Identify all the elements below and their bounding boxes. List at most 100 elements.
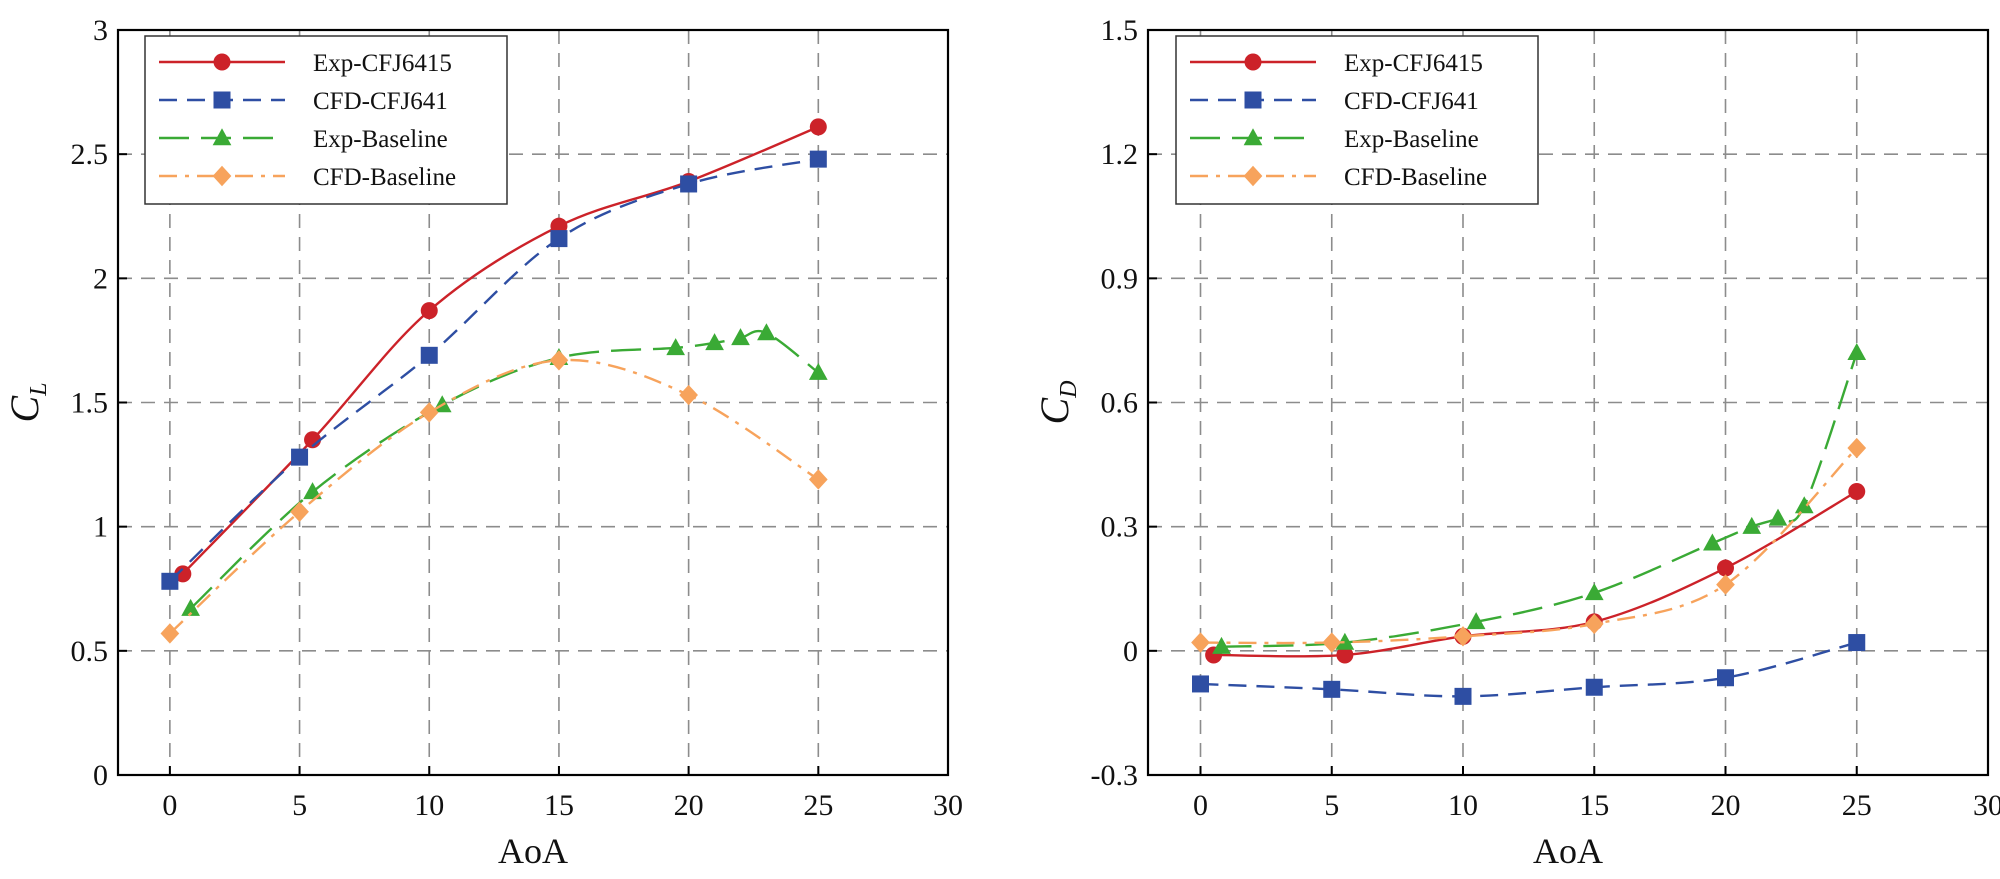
data-point (549, 350, 569, 371)
data-point (160, 623, 180, 644)
legend-label: CFD-CFJ641 (1344, 88, 1479, 115)
series-Exp-CFJ6415 (1205, 482, 1866, 664)
data-point (291, 448, 309, 466)
y-tick-label: 1.5 (1101, 14, 1139, 47)
y-tick-label: 0.9 (1101, 262, 1139, 295)
x-axis-label: AoA (1533, 831, 1603, 871)
x-tick-label: 30 (933, 789, 963, 822)
data-point (420, 302, 438, 320)
data-point (174, 565, 192, 583)
data-point (1703, 533, 1722, 551)
x-tick-label: 15 (1579, 789, 1609, 822)
data-point (1212, 636, 1231, 654)
x-tick-label: 10 (1448, 789, 1478, 822)
x-tick-label: 30 (1973, 789, 2000, 822)
data-point (1847, 437, 1867, 459)
x-tick-label: 20 (674, 789, 704, 822)
y-tick-label: 0.5 (71, 635, 109, 668)
legend-label: Exp-Baseline (1344, 126, 1479, 153)
legend-swatch-marker (213, 91, 231, 109)
data-point (161, 572, 179, 590)
x-tick-label: 0 (1193, 789, 1208, 822)
data-point (1453, 626, 1473, 647)
data-point (1335, 632, 1355, 650)
legend-swatch-marker (1244, 53, 1262, 71)
data-point (809, 118, 827, 136)
data-point (1848, 482, 1866, 500)
legend-label: CFD-Baseline (313, 164, 456, 191)
data-point (1768, 508, 1788, 526)
series-Exp-Baseline (181, 323, 828, 616)
x-axis-label: AoA (498, 831, 568, 871)
data-point (808, 362, 828, 380)
data-point (1585, 678, 1603, 696)
data-point (1192, 675, 1209, 693)
legend-swatch-marker (1244, 91, 1262, 109)
data-point (809, 150, 827, 168)
legend-label: Exp-CFJ6415 (1344, 50, 1483, 77)
x-tick-label: 25 (1842, 789, 1872, 822)
y-tick-label: 0.6 (1101, 387, 1139, 420)
x-tick-label: 5 (292, 789, 307, 822)
data-point (680, 175, 698, 193)
data-point (1584, 583, 1604, 601)
x-tick-label: 15 (544, 789, 574, 822)
y-axis-label: CD (1032, 380, 1082, 424)
x-tick-label: 5 (1324, 789, 1339, 822)
legend-label: Exp-Baseline (313, 126, 448, 153)
data-point (1716, 574, 1735, 595)
data-point (419, 402, 439, 423)
data-point (1336, 646, 1354, 664)
x-tick-label: 20 (1711, 789, 1741, 822)
legend-swatch-marker (213, 53, 231, 71)
data-point (181, 598, 200, 616)
data-point (550, 230, 568, 248)
series-line (1213, 490, 1858, 658)
data-point (808, 469, 828, 490)
data-point (1847, 343, 1867, 361)
x-tick-label: 10 (414, 789, 444, 822)
y-tick-label: -0.3 (1091, 759, 1139, 792)
data-point (757, 323, 776, 341)
legend-swatch-marker (212, 165, 232, 187)
y-tick-label: 1 (93, 511, 108, 544)
legend-swatch-marker (1243, 165, 1263, 187)
data-point (666, 338, 686, 356)
data-point (1717, 669, 1734, 687)
y-tick-label: 2 (93, 262, 108, 295)
data-point (1323, 680, 1341, 698)
data-point (1584, 613, 1604, 635)
data-point (1466, 612, 1486, 630)
series-CFD-Baseline (1191, 437, 1867, 653)
data-point (303, 482, 322, 500)
data-point (1742, 516, 1762, 534)
y-tick-label: 3 (93, 14, 108, 47)
legend-swatch-marker (212, 128, 232, 146)
x-tick-label: 0 (162, 789, 177, 822)
y-tick-label: 1.2 (1101, 138, 1139, 171)
legend: Exp-CFJ6415 CFD-CFJ641 Exp-Baseline CFD-Bas… (1175, 35, 1539, 205)
y-tick-label: 2.5 (71, 138, 109, 171)
series-CFD-Baseline (160, 350, 828, 644)
data-point (290, 501, 309, 522)
data-point (1717, 559, 1734, 577)
legend-swatch-marker (1243, 128, 1263, 146)
data-point (420, 346, 438, 364)
x-tick-label: 25 (803, 789, 833, 822)
data-point (705, 333, 724, 351)
data-point (1191, 632, 1210, 653)
data-point (1794, 496, 1814, 514)
legend-label: CFD-Baseline (1344, 164, 1487, 191)
lift-coefficient-chart: 0 5 10 15 20 25 30 0 0.5 1 1.5 2 2.5 3 AoA CL Exp-CFJ641… (2, 14, 963, 871)
series-CFD-CFJ641 (161, 150, 827, 590)
y-tick-label: 1.5 (71, 387, 109, 420)
data-point (731, 328, 750, 346)
y-tick-label: 0 (1123, 635, 1138, 668)
legend: Exp-CFJ6415 CFD-CFJ641 Exp-Baseline CFD-Bas… (144, 35, 508, 205)
y-axis-label: CL (2, 382, 52, 422)
series-Exp-Baseline (1212, 343, 1867, 654)
data-point (1322, 632, 1342, 653)
drag-coefficient-chart: 0 5 10 15 20 25 30 -0.3 0 0.3 0.6 0.9 1.2 1.5 AoA CD Exp… (1032, 14, 2000, 871)
series-CFD-CFJ641 (1192, 634, 1866, 705)
